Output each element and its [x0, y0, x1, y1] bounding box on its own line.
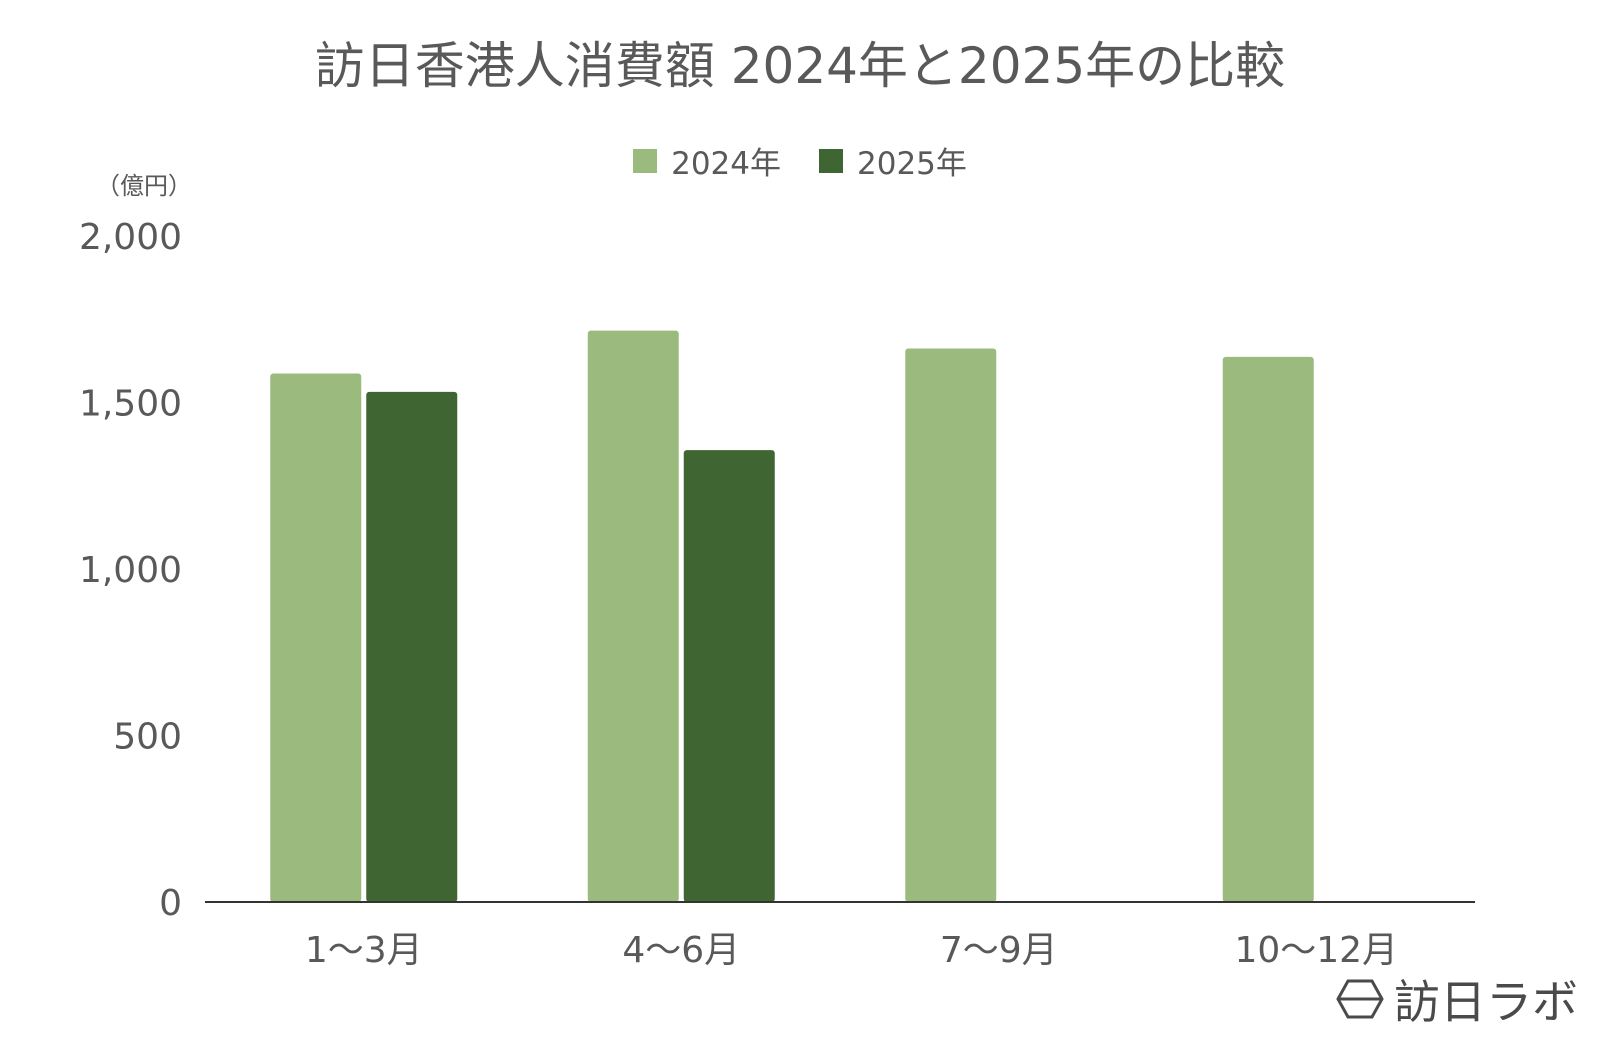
bar-2025 — [366, 391, 458, 902]
chart-legend: 2024年 2025年 — [0, 138, 1600, 183]
legend-label-2025: 2025年 — [857, 146, 967, 182]
y-tick-label: 2,000 — [79, 217, 182, 258]
y-tick-label: 1,500 — [79, 384, 182, 425]
x-tick-label: 7〜9月 — [940, 930, 1058, 971]
legend-swatch-2024 — [633, 148, 658, 173]
x-tick-label: 1〜3月 — [305, 930, 423, 971]
y-tick-label: 500 — [113, 717, 182, 758]
bar-2025 — [683, 450, 775, 902]
y-tick-label: 0 — [159, 883, 182, 924]
x-tick-label: 10〜12月 — [1234, 930, 1398, 971]
chart-title: 訪日香港人消費額 2024年と2025年の比較 — [314, 37, 1286, 95]
bar-2024 — [270, 373, 362, 902]
legend-item-2025: 2025年 — [819, 138, 967, 183]
y-axis-unit-label: （億円） — [96, 172, 192, 200]
legend-swatch-2025 — [819, 148, 843, 173]
legend-item-2024: 2024年 — [633, 138, 781, 183]
y-tick-label: 1,000 — [79, 550, 182, 591]
legend-label-2024: 2024年 — [671, 146, 781, 182]
x-tick-label: 4〜6月 — [622, 930, 740, 971]
bar-2024 — [1222, 356, 1314, 902]
bar-2024 — [587, 330, 679, 902]
hexagon-logo-icon — [1336, 979, 1384, 1019]
bar-2024 — [905, 348, 997, 903]
watermark-text: 訪日ラボ — [1394, 975, 1578, 1029]
watermark: 訪日ラボ — [1336, 966, 1578, 1032]
